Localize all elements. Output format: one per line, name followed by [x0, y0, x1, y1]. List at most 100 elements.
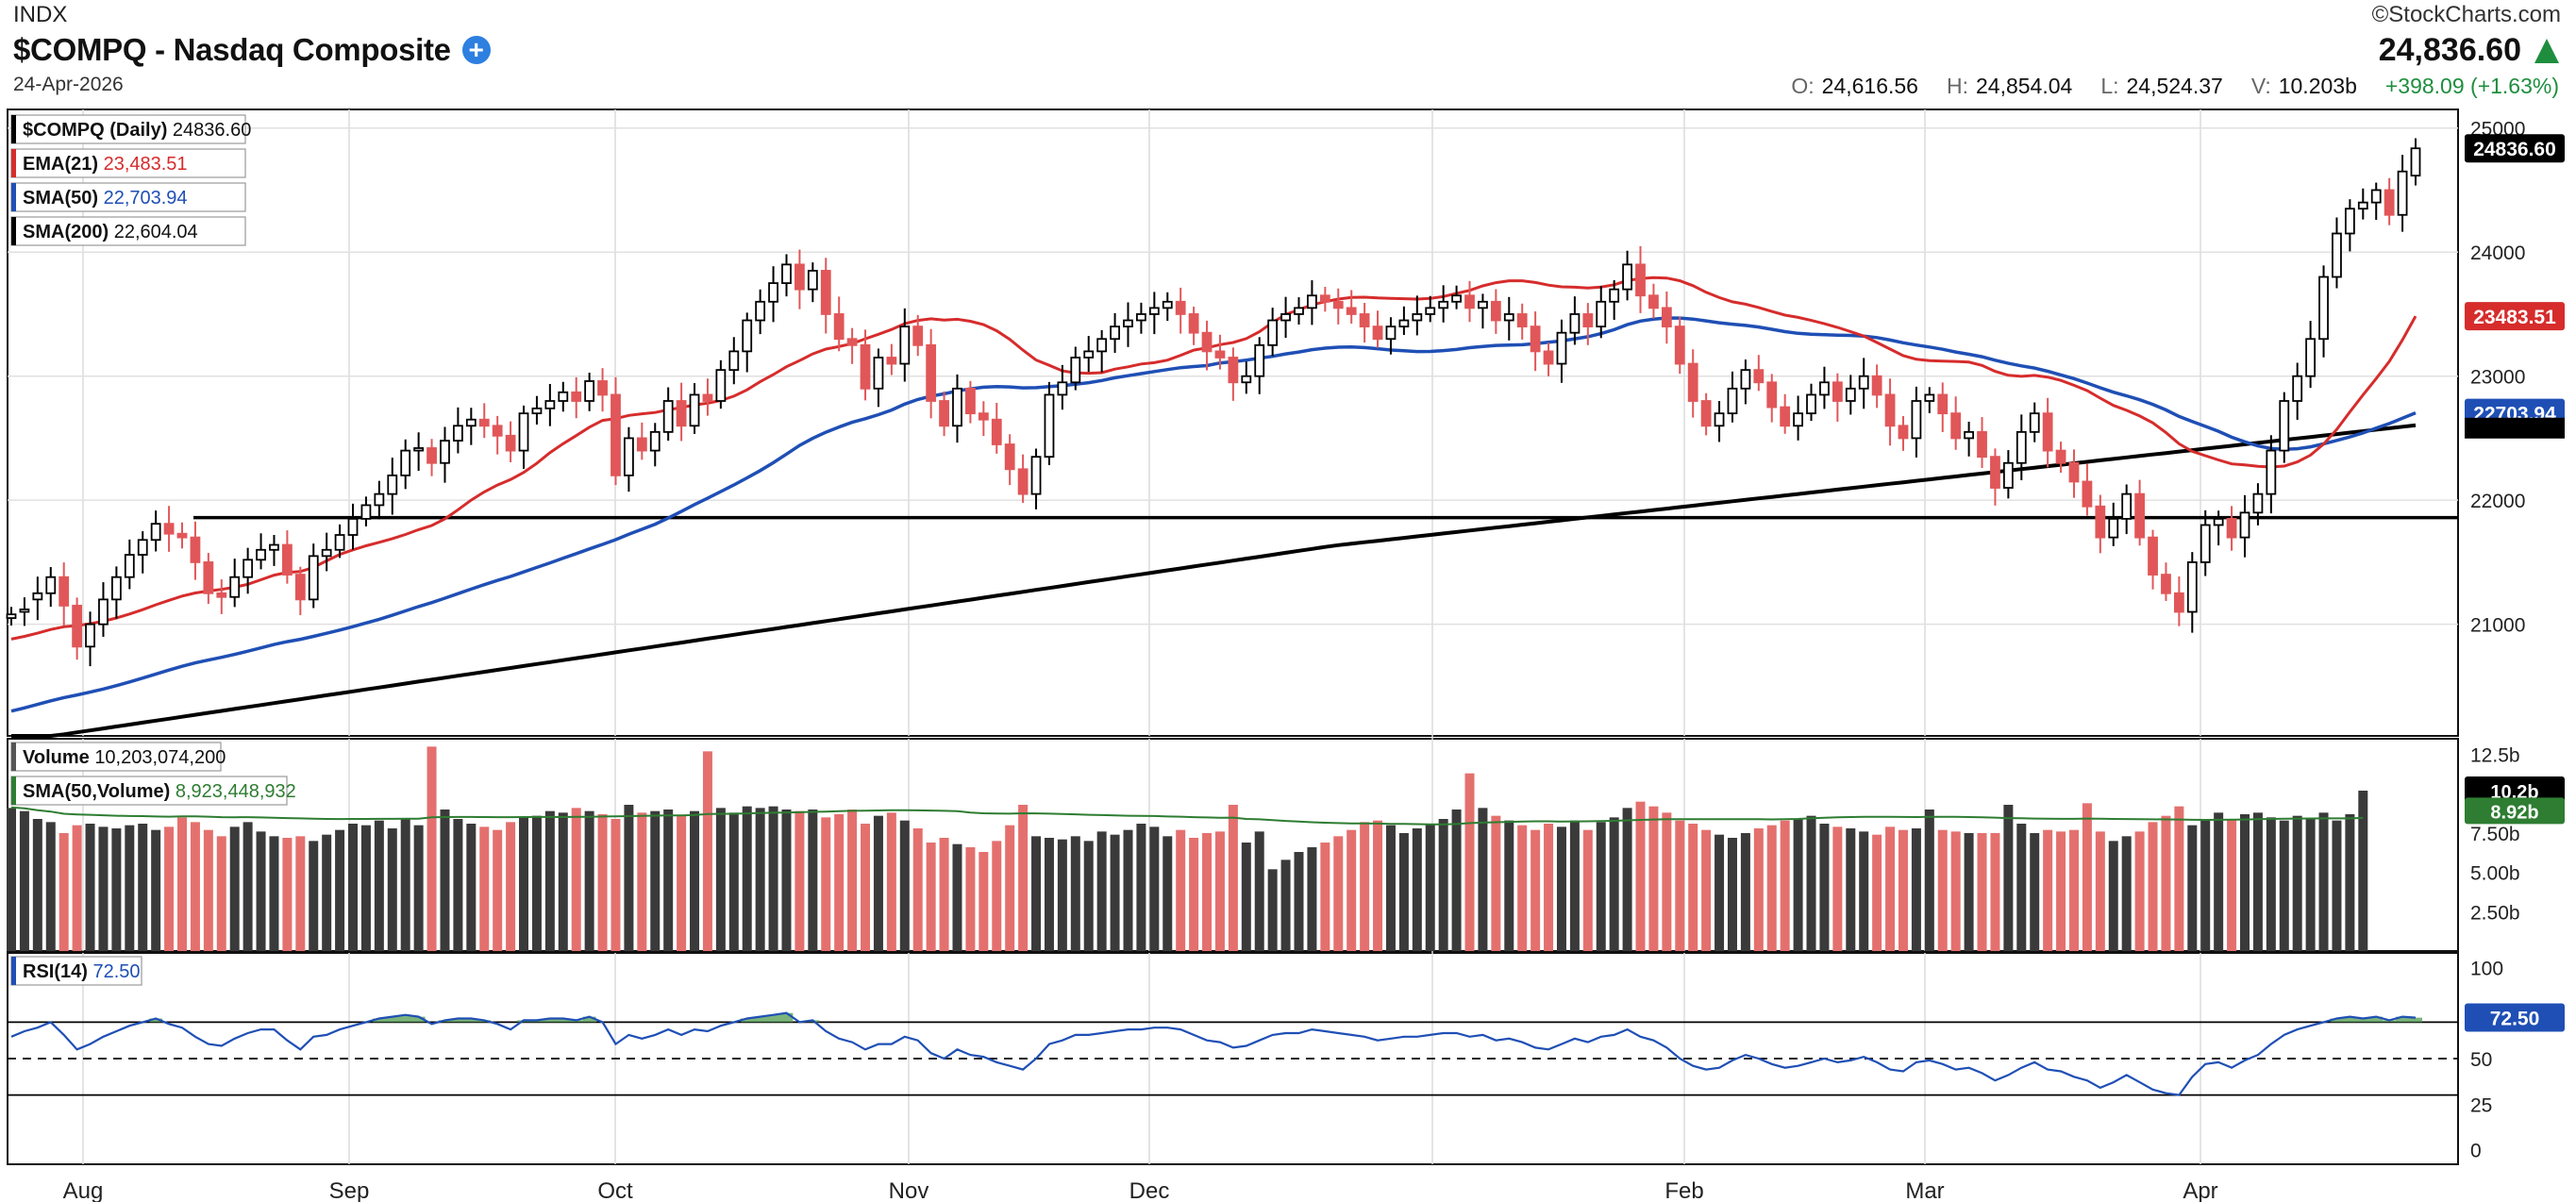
volume-bar [544, 810, 555, 951]
candle-body [1332, 300, 1344, 309]
volume-bar [2003, 805, 2014, 951]
candle-body [6, 613, 17, 619]
candle-body [636, 437, 647, 452]
candle-body [952, 387, 962, 427]
chart-date: 24-Apr-2026 [13, 74, 124, 95]
brand-label[interactable]: ©StockCharts.com [2371, 2, 2561, 27]
volume-bar [1688, 824, 1698, 951]
candle-body [2200, 524, 2211, 563]
volume-bar [466, 824, 477, 951]
candle-body [2397, 170, 2408, 216]
sma200-badge [2465, 417, 2565, 439]
volume-bar [59, 833, 69, 951]
volume-bar [702, 751, 712, 951]
volume-bar [1280, 860, 1291, 951]
add-icon[interactable]: + [461, 36, 491, 64]
candle-body [2121, 492, 2133, 520]
volume-bar [1793, 819, 1803, 951]
volume-bar [2134, 831, 2145, 951]
legend-box [10, 182, 246, 212]
volume-bar [2095, 831, 2105, 951]
candle-body [978, 412, 989, 421]
volume-y-tick: 7.50b [2470, 824, 2520, 845]
volume-bar [138, 824, 148, 951]
candle-body [1793, 412, 1803, 427]
legend-swatch [11, 183, 16, 211]
volume-y-tick: 12.5b [2470, 745, 2520, 767]
candle-body [1004, 443, 1015, 471]
volume-bar [1832, 826, 1843, 951]
legend-label: SMA(50,Volume) 8,923,448,932 [23, 781, 296, 802]
volume-bar [1859, 831, 1869, 951]
candle-body [939, 400, 949, 427]
candle-body [1307, 294, 1317, 309]
candle-body [1898, 425, 1909, 440]
candle-body [229, 576, 241, 598]
candle-body [1845, 387, 1856, 402]
candle-body [1990, 456, 2000, 489]
volume-bar [1347, 829, 1357, 951]
candle-body [571, 391, 582, 402]
volume-bar [1149, 826, 1160, 951]
legend-box [10, 956, 142, 986]
volume-bar [2239, 814, 2250, 951]
candle-body [1201, 331, 1213, 353]
candle-body [347, 518, 359, 536]
candle-body [2173, 592, 2184, 613]
legend-label: SMA(200) 22,604.04 [23, 222, 198, 242]
volume-bar [2148, 822, 2158, 951]
volume-bar [1333, 836, 1344, 951]
x-tick-label: Feb [1664, 1178, 1703, 1202]
volume-bar [1412, 828, 1422, 951]
candle-body [216, 592, 227, 598]
volume-bar [1990, 833, 2000, 951]
sma200-line [11, 423, 2417, 738]
triangle-up-icon [2534, 38, 2559, 63]
legend-swatch [11, 217, 16, 245]
candle-body [85, 623, 95, 648]
candle-body [873, 357, 884, 390]
volume-bar [1451, 810, 1462, 951]
volume-bar [1398, 833, 1409, 951]
rsi-y-tick: 100 [2470, 958, 2503, 979]
candle-body [400, 449, 411, 476]
candle-body [926, 343, 937, 402]
candle-body [531, 407, 543, 415]
candle-body [1950, 412, 1962, 440]
legend-label: Volume 10,203,074,200 [23, 747, 226, 768]
volume-bar [1727, 838, 1737, 951]
x-tick-label: Mar [1905, 1178, 1944, 1202]
volume-bar [584, 810, 594, 951]
volume-sma-line [10, 806, 2364, 826]
candle-body [256, 548, 266, 561]
volume-bar [2305, 819, 2316, 951]
rsi-y-tick: 50 [2470, 1049, 2492, 1071]
volume-bar [1582, 829, 1593, 951]
candle-body [649, 430, 661, 452]
candle-body [269, 543, 279, 551]
volume-bar [1070, 836, 1080, 951]
volume-bar [295, 836, 306, 951]
candle-body [1806, 393, 1816, 415]
candle-body [702, 393, 713, 402]
candle-body [1911, 400, 1922, 440]
candle-body [1294, 307, 1304, 315]
last-price: 24,836.60 [2378, 32, 2521, 68]
volume-bar [1214, 831, 1225, 951]
volume-bar [1898, 829, 1908, 951]
volume-bar [453, 819, 463, 951]
candle-body [334, 534, 345, 551]
candle-body [137, 539, 148, 556]
volume-bar [1753, 828, 1764, 951]
volume-bar [1425, 824, 1435, 951]
volume-bar [1294, 852, 1304, 951]
candle-body [45, 576, 57, 594]
candle-body [1070, 357, 1081, 384]
candle-body [2384, 189, 2395, 216]
candle-body [2305, 338, 2317, 377]
volume-bar [715, 808, 726, 951]
volume-bar [899, 820, 910, 951]
candle-body [2279, 400, 2290, 452]
candle-body [2318, 275, 2329, 341]
